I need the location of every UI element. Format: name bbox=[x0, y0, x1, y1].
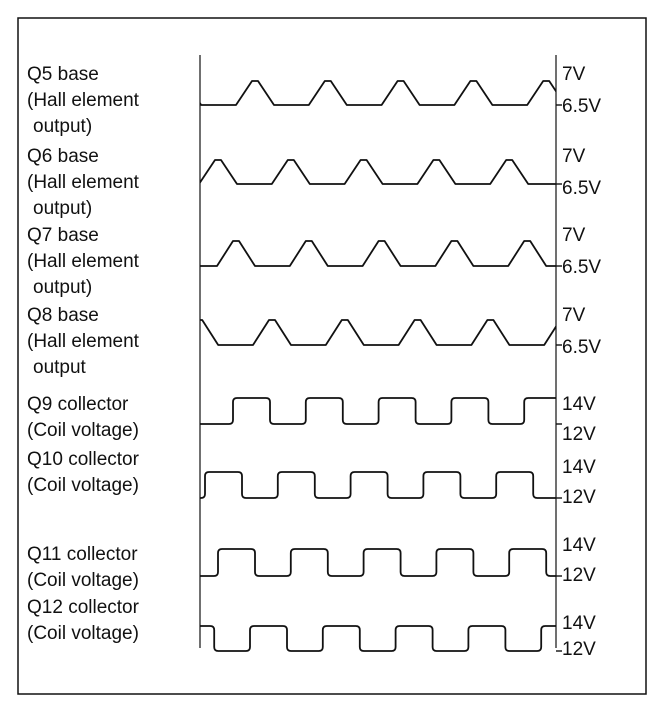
waveform bbox=[200, 240, 556, 267]
row-label: output bbox=[33, 357, 87, 378]
waveform bbox=[200, 319, 556, 346]
row-label: (Coil voltage) bbox=[27, 420, 139, 441]
row-label: (Hall element bbox=[27, 90, 140, 111]
row-label: output) bbox=[33, 116, 92, 137]
high-level-label: 7V bbox=[562, 305, 586, 326]
row-label: Q12 collector bbox=[27, 597, 140, 618]
low-level-label: 6.5V bbox=[562, 96, 601, 117]
frame bbox=[17, 17, 647, 695]
row-label: Q9 collector bbox=[27, 394, 129, 415]
row-label: (Coil voltage) bbox=[27, 570, 139, 591]
row-label: (Coil voltage) bbox=[27, 623, 139, 644]
high-level-label: 14V bbox=[562, 535, 596, 556]
waveform bbox=[200, 548, 556, 577]
low-level-label: 6.5V bbox=[562, 257, 601, 278]
row-label: Q6 base bbox=[27, 146, 99, 167]
row-label: Q11 collector bbox=[27, 544, 138, 565]
waveform bbox=[200, 80, 556, 106]
low-level-label: 12V bbox=[562, 639, 596, 660]
waveform bbox=[200, 471, 556, 499]
low-level-label: 6.5V bbox=[562, 178, 601, 199]
low-level-label: 6.5V bbox=[562, 337, 601, 358]
row-label: Q7 base bbox=[27, 225, 99, 246]
waveform bbox=[200, 159, 556, 185]
row-label: Q5 base bbox=[27, 64, 99, 85]
high-level-label: 14V bbox=[562, 457, 596, 478]
row-label: Q8 base bbox=[27, 305, 99, 326]
high-level-label: 7V bbox=[562, 64, 586, 85]
low-level-label: 12V bbox=[562, 487, 596, 508]
row-label: (Coil voltage) bbox=[27, 475, 139, 496]
row-label: (Hall element bbox=[27, 251, 140, 272]
row-label: (Hall element bbox=[27, 331, 140, 352]
high-level-label: 7V bbox=[562, 225, 586, 246]
high-level-label: 7V bbox=[562, 146, 586, 167]
row-label: output) bbox=[33, 277, 92, 298]
low-level-label: 12V bbox=[562, 424, 596, 445]
high-level-label: 14V bbox=[562, 394, 596, 415]
waveform bbox=[200, 397, 556, 425]
waveform bbox=[200, 625, 556, 652]
row-label: Q10 collector bbox=[27, 449, 140, 470]
high-level-label: 14V bbox=[562, 613, 596, 634]
low-level-label: 12V bbox=[562, 565, 596, 586]
row-label: output) bbox=[33, 198, 92, 219]
row-label: (Hall element bbox=[27, 172, 140, 193]
